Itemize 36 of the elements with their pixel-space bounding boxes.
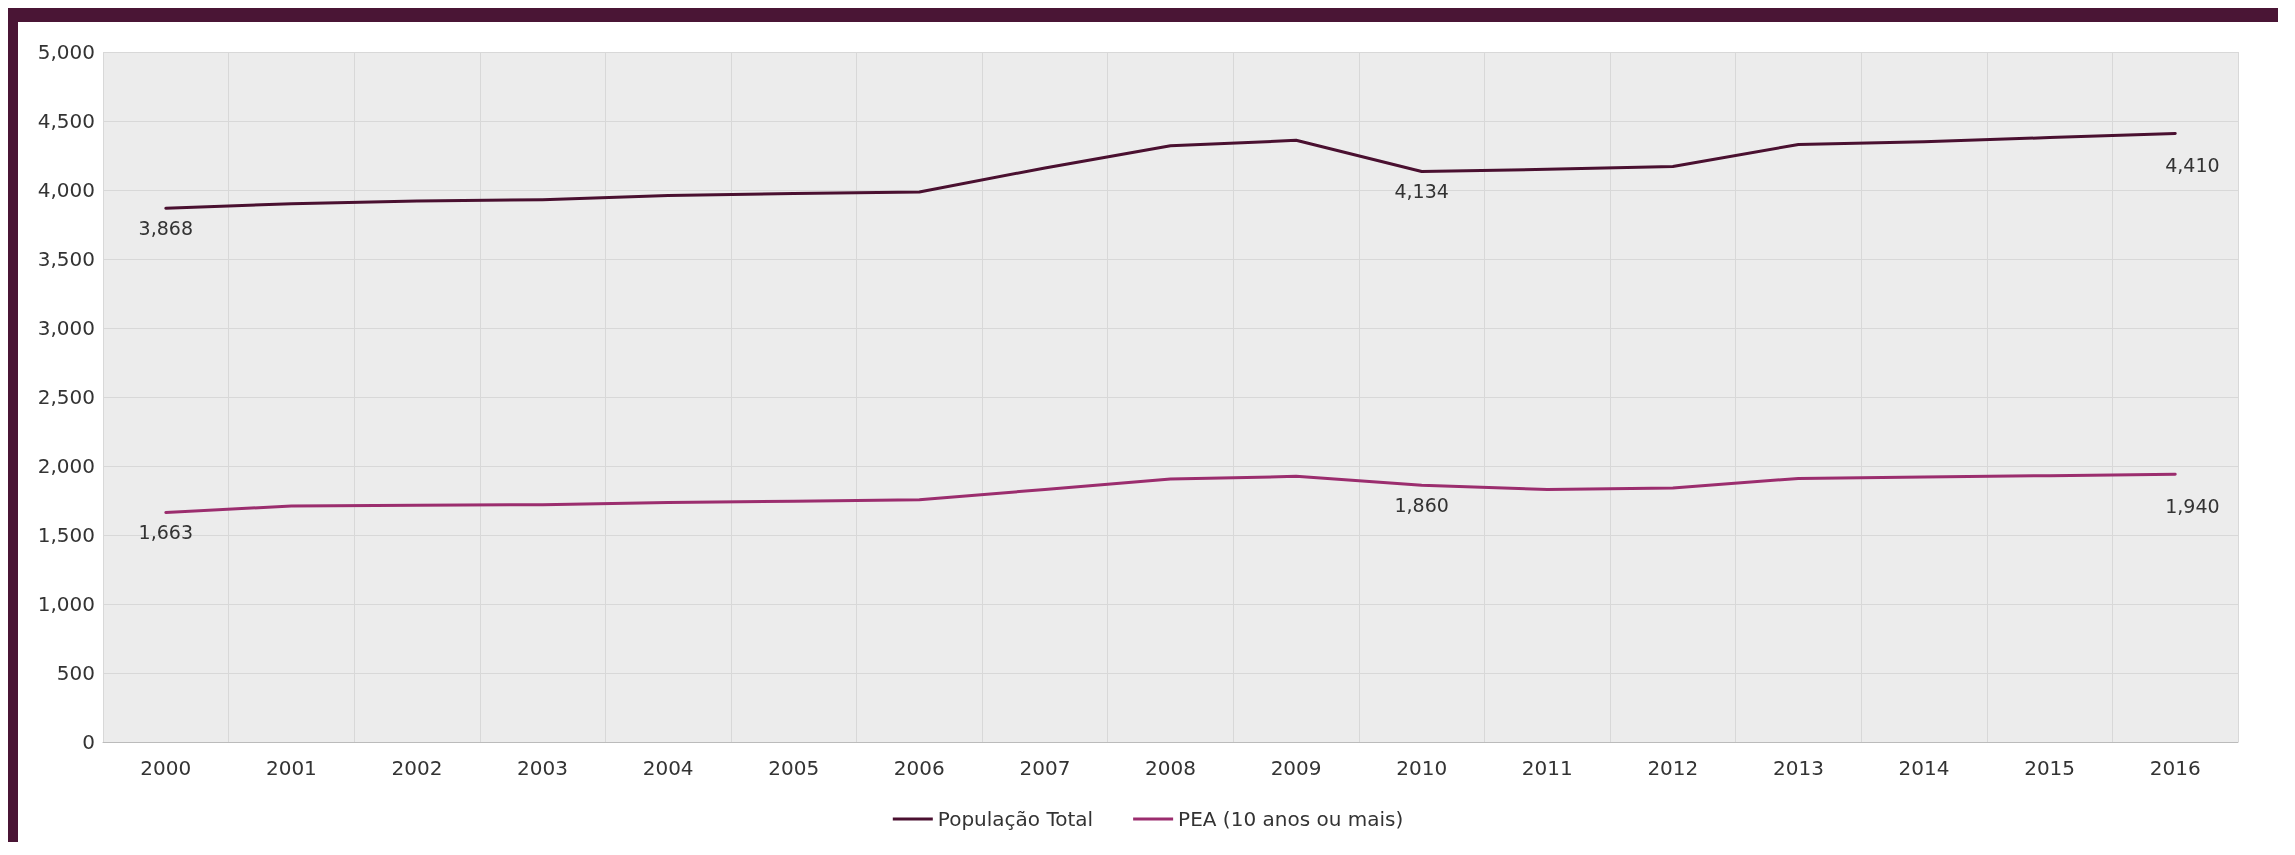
x-tick-label: 2009 (1270, 756, 1322, 780)
y-tick-label: 3,000 (37, 316, 95, 340)
x-tick-label: 2014 (1898, 756, 1950, 780)
x-tick-label: 2002 (391, 756, 443, 780)
data-label: 1,663 (138, 521, 193, 544)
x-tick-label: 2005 (768, 756, 820, 780)
data-label: 4,134 (1394, 180, 1449, 203)
x-tick-label: 2001 (265, 756, 317, 780)
legend-label: PEA (10 anos ou mais) (1178, 807, 1404, 831)
data-label: 4,410 (2165, 153, 2220, 176)
y-tick-label: 500 (56, 661, 95, 685)
data-label: 3,868 (138, 216, 193, 239)
y-tick-label: 2,000 (37, 454, 95, 478)
y-tick-label: 5,000 (37, 40, 95, 64)
x-tick-label: 2004 (642, 756, 694, 780)
x-tick-label: 2013 (1772, 756, 1824, 780)
x-tick-label: 2015 (2024, 756, 2076, 780)
y-tick-label: 4,500 (37, 109, 95, 133)
x-tick-label: 2010 (1396, 756, 1448, 780)
x-tick-label: 2006 (893, 756, 945, 780)
x-tick-label: 2016 (2149, 756, 2201, 780)
y-tick-label: 0 (82, 730, 95, 754)
y-tick-label: 4,000 (37, 178, 95, 202)
x-tick-label: 2003 (517, 756, 569, 780)
legend-label: População Total (937, 807, 1094, 831)
y-tick-label: 1,500 (37, 523, 95, 547)
x-tick-label: 2012 (1647, 756, 1699, 780)
x-tick-label: 2000 (140, 756, 192, 780)
x-tick-label: 2008 (1145, 756, 1196, 780)
y-tick-label: 3,500 (37, 247, 95, 271)
y-tick-label: 1,000 (37, 592, 95, 616)
x-tick-label: 2011 (1521, 756, 1573, 780)
data-label: 1,860 (1394, 493, 1449, 516)
y-tick-label: 2,500 (37, 385, 95, 409)
x-tick-label: 2007 (1019, 756, 1071, 780)
data-label: 1,940 (2165, 494, 2220, 517)
